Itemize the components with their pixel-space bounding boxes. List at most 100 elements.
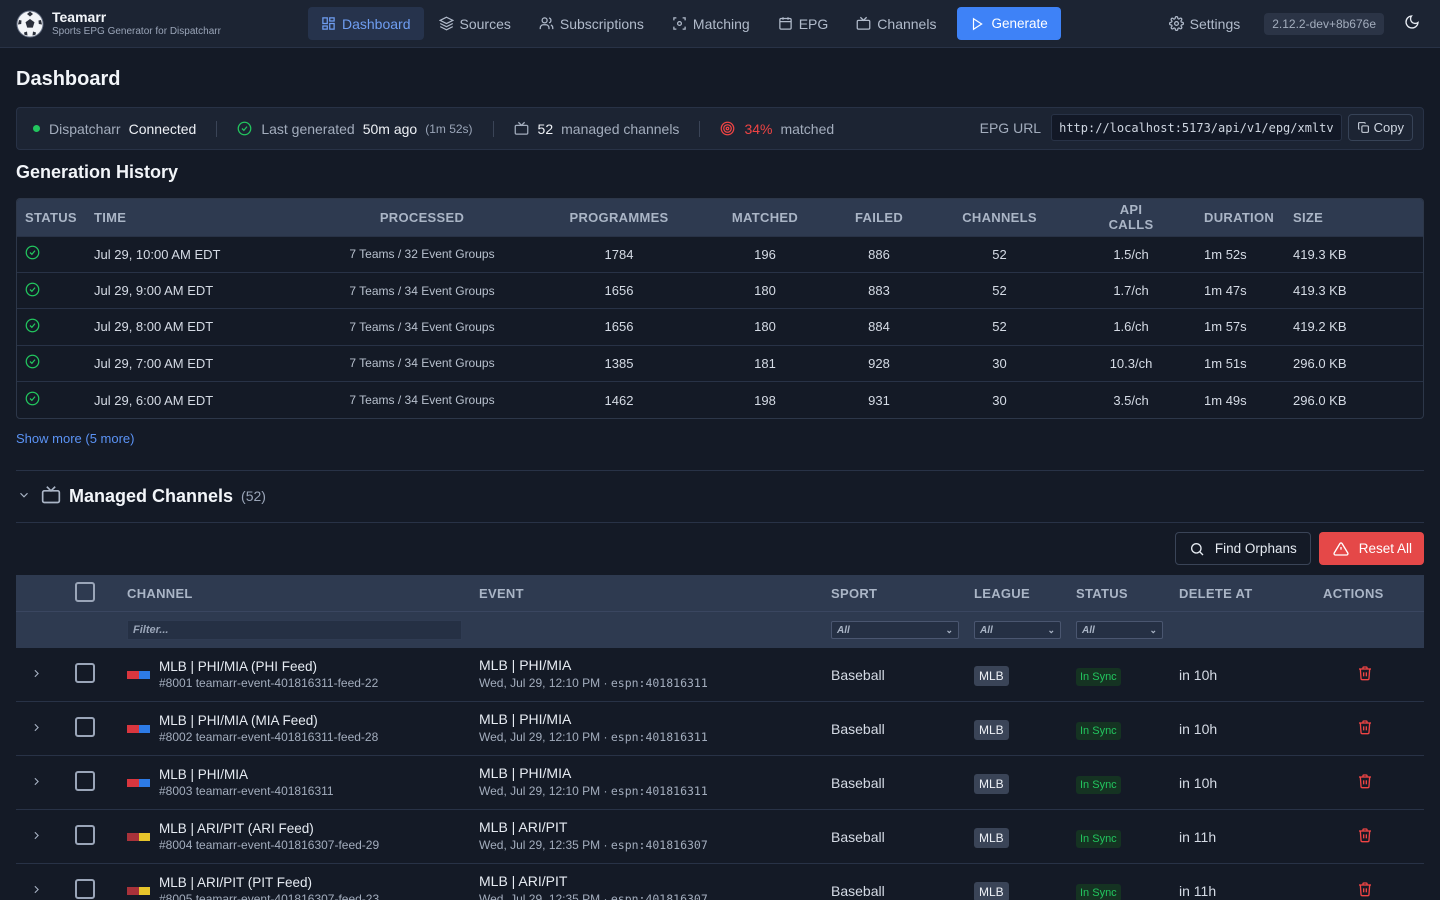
col-status[interactable]: Status xyxy=(17,199,85,236)
sport-filter-select[interactable]: All ⌄ xyxy=(831,621,959,640)
nav-dashboard[interactable]: Dashboard xyxy=(308,7,424,40)
reset-all-button[interactable]: Reset All xyxy=(1318,532,1424,566)
col-sport[interactable]: Sport xyxy=(831,574,974,612)
matched-pct: 34% xyxy=(744,120,773,137)
event-cell: MLB | PHI/MIA Wed, Jul 29, 12:10 PM · esp… xyxy=(479,701,831,757)
api-calls-cell: 1.7/ch xyxy=(1096,271,1167,309)
col-time[interactable]: Time xyxy=(85,199,281,236)
channel-name: MLB | ARI/PIT (ARI Feed) xyxy=(159,820,314,836)
channel-filter-input[interactable]: Filter... xyxy=(127,620,462,641)
nav-epg[interactable]: EPG xyxy=(765,7,842,40)
table-row[interactable]: MLB | PHI/MIA (MIA Feed) #8002 teamarr-ev… xyxy=(16,701,1424,757)
nav-channels[interactable]: Channels xyxy=(843,7,949,40)
col-event[interactable]: Event xyxy=(479,574,831,612)
theme-toggle[interactable] xyxy=(1404,14,1420,33)
select-cell xyxy=(66,755,127,811)
chevron-right-icon[interactable] xyxy=(30,829,43,845)
app-name: Teamarr xyxy=(52,9,107,25)
event-time: Wed, Jul 29, 12:35 PM · xyxy=(479,838,611,853)
col-processed[interactable]: Processed xyxy=(281,199,563,236)
status-divider xyxy=(699,120,701,137)
time-cell: Jul 29, 6:00 AM EDT xyxy=(85,381,281,418)
programmes-cell: 1656 xyxy=(563,271,675,309)
col-league[interactable]: League xyxy=(974,574,1076,612)
generate-button[interactable]: Generate xyxy=(957,7,1061,40)
league-filter-value: All xyxy=(980,624,993,636)
col-matched[interactable]: Matched xyxy=(675,199,855,236)
brand[interactable]: Teamarr Sports EPG Generator for Dispatc… xyxy=(16,9,221,38)
trash-icon[interactable] xyxy=(1357,828,1373,846)
reset-all-label: Reset All xyxy=(1358,541,1412,557)
col-delete-at[interactable]: Delete At xyxy=(1179,574,1323,612)
select-all-checkbox[interactable] xyxy=(75,581,95,602)
actions-cell xyxy=(1323,647,1424,703)
copy-button[interactable]: Copy xyxy=(1347,114,1413,141)
row-checkbox[interactable] xyxy=(75,825,95,846)
status-filter-select[interactable]: All ⌄ xyxy=(1076,621,1163,640)
expand-cell xyxy=(16,863,66,900)
sport-cell: Baseball xyxy=(831,863,974,900)
chevron-right-icon[interactable] xyxy=(30,721,43,737)
table-row: Jul 29, 10:00 AM EDT 7 Teams / 32 Event G… xyxy=(17,235,1423,273)
chevron-right-icon[interactable] xyxy=(30,883,43,899)
col-api-calls[interactable]: API Calls xyxy=(1096,199,1167,236)
col-duration[interactable]: Duration xyxy=(1166,199,1294,236)
table-row[interactable]: MLB | ARI/PIT (ARI Feed) #8004 teamarr-ev… xyxy=(16,809,1424,865)
gear-icon xyxy=(1168,16,1184,31)
check-circle-icon xyxy=(25,318,40,336)
trash-icon[interactable] xyxy=(1357,774,1373,792)
channel-name: MLB | PHI/MIA (PHI Feed) xyxy=(159,658,318,674)
col-size[interactable]: Size xyxy=(1293,199,1423,236)
nav-sources[interactable]: Sources xyxy=(426,7,524,40)
nav-matching[interactable]: Matching xyxy=(659,7,763,40)
event-time: Wed, Jul 29, 12:10 PM · xyxy=(479,730,611,745)
chevron-right-icon[interactable] xyxy=(30,775,43,791)
channel-cell: MLB | PHI/MIA #8003 teamarr-event-4018163… xyxy=(127,755,479,811)
col-failed[interactable]: Failed xyxy=(855,199,904,236)
row-checkbox[interactable] xyxy=(75,771,95,792)
status-cell xyxy=(17,381,85,418)
sport-filter-value: All xyxy=(837,624,850,636)
chevron-right-icon[interactable] xyxy=(30,667,43,683)
settings-link[interactable]: Settings xyxy=(1168,16,1240,32)
col-channel[interactable]: Channel xyxy=(127,574,479,612)
col-expander xyxy=(16,574,66,612)
show-more-link[interactable]: Show more (5 more) xyxy=(16,430,135,446)
nav-sources-label: Sources xyxy=(459,15,511,32)
warning-icon xyxy=(1333,542,1349,556)
table-row[interactable]: MLB | ARI/PIT (PIT Feed) #8005 teamarr-ev… xyxy=(16,863,1424,900)
status-badge: In Sync xyxy=(1076,667,1121,686)
users-icon xyxy=(539,17,554,30)
col-status[interactable]: Status xyxy=(1076,574,1179,612)
matched-label: matched xyxy=(780,120,835,137)
trash-icon[interactable] xyxy=(1357,720,1373,738)
dispatcharr-value: Connected xyxy=(128,120,197,137)
matched-cell: 181 xyxy=(675,344,855,382)
find-orphans-button[interactable]: Find Orphans xyxy=(1174,532,1311,566)
league-filter-select[interactable]: All ⌄ xyxy=(974,621,1061,640)
duration-cell: 1m 52s xyxy=(1166,235,1294,273)
col-programmes[interactable]: Programmes xyxy=(563,199,675,236)
managed-channels-header[interactable]: Managed Channels (52) xyxy=(16,471,1424,523)
nav-subscriptions[interactable]: Subscriptions xyxy=(526,7,657,40)
nav-dashboard-label: Dashboard xyxy=(342,15,411,32)
table-row[interactable]: MLB | PHI/MIA (PHI Feed) #8001 teamarr-ev… xyxy=(16,647,1424,703)
league-badge: MLB xyxy=(974,881,1009,900)
row-checkbox[interactable] xyxy=(75,879,95,900)
event-meta: Wed, Jul 29, 12:10 PM · espn:401816311 xyxy=(479,782,831,800)
filter-row: Filter... All ⌄ All ⌄ All ⌄ xyxy=(16,611,1424,648)
trash-icon[interactable] xyxy=(1357,666,1373,684)
event-cell: MLB | ARI/PIT Wed, Jul 29, 12:35 PM · esp… xyxy=(479,809,831,865)
table-row[interactable]: MLB | PHI/MIA #8003 teamarr-event-4018163… xyxy=(16,755,1424,811)
status-cell: In Sync xyxy=(1076,701,1179,757)
delete-at-cell: in 10h xyxy=(1179,755,1323,811)
league-cell: MLB xyxy=(974,701,1076,757)
status-cell xyxy=(17,235,85,273)
row-checkbox[interactable] xyxy=(75,663,95,684)
chevron-down-icon[interactable] xyxy=(16,488,41,505)
col-channels[interactable]: Channels xyxy=(903,199,1097,236)
trash-icon[interactable] xyxy=(1357,882,1373,900)
row-checkbox[interactable] xyxy=(75,717,95,738)
status-badge: In Sync xyxy=(1076,775,1121,794)
epg-url-field[interactable]: http://localhost:5173/api/v1/epg/xmltv xyxy=(1051,114,1342,141)
